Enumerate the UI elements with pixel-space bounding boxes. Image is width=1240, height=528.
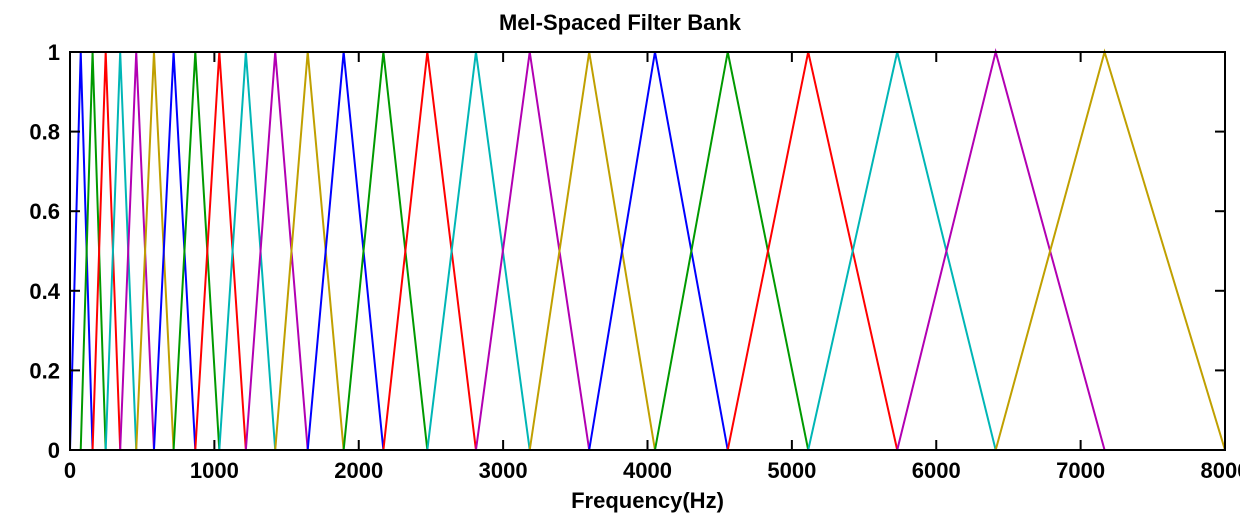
- mel-filter-22: [808, 52, 995, 450]
- mel-filter-14: [344, 52, 428, 450]
- y-tick-label: 0.4: [29, 279, 60, 304]
- mel-filter-15: [383, 52, 476, 450]
- mel-filter-5: [120, 52, 154, 450]
- mel-filterbank-figure: Mel-Spaced Filter Bank 01000200030004000…: [0, 0, 1240, 528]
- x-tick-label: 3000: [479, 458, 528, 483]
- y-tick-label: 1: [48, 40, 60, 65]
- y-axis: 0 0.2 0.4 0.6 0.8 1: [29, 40, 1225, 463]
- mel-filter-23: [897, 52, 1104, 450]
- mel-filter-12: [275, 52, 343, 450]
- x-tick-label: 5000: [767, 458, 816, 483]
- mel-filter-11: [246, 52, 308, 450]
- x-axis-label: Frequency(Hz): [571, 488, 724, 513]
- x-tick-label: 6000: [912, 458, 961, 483]
- mel-filter-7: [154, 52, 195, 450]
- x-axis: 0 1000 2000 3000 4000 5000 6000 7000 8000: [64, 52, 1240, 483]
- mel-filter-3: [93, 52, 121, 450]
- mel-filter-1: [70, 52, 93, 450]
- x-tick-label: 0: [64, 458, 76, 483]
- mel-filter-10: [219, 52, 275, 450]
- mel-filter-4: [106, 52, 137, 450]
- mel-filter-21: [728, 52, 897, 450]
- filterbank-lines: [70, 52, 1225, 450]
- mel-filter-2: [81, 52, 106, 450]
- x-tick-label: 2000: [334, 458, 383, 483]
- y-tick-label: 0.2: [29, 358, 60, 383]
- mel-filter-13: [308, 52, 384, 450]
- mel-filter-6: [136, 52, 173, 450]
- x-tick-label: 1000: [190, 458, 239, 483]
- mel-filter-19: [589, 52, 728, 450]
- mel-filter-9: [195, 52, 246, 450]
- x-tick-label: 4000: [623, 458, 672, 483]
- mel-filter-20: [655, 52, 808, 450]
- plot-svg: 0 1000 2000 3000 4000 5000 6000 7000 8000 0 0.2 0.4…: [0, 0, 1240, 528]
- x-tick-label: 8000: [1201, 458, 1240, 483]
- mel-filter-17: [476, 52, 589, 450]
- plot-border: [70, 52, 1225, 450]
- mel-filter-24: [996, 52, 1225, 450]
- mel-filter-16: [427, 52, 529, 450]
- mel-filter-18: [530, 52, 655, 450]
- y-tick-label: 0: [48, 438, 60, 463]
- mel-filter-8: [174, 52, 220, 450]
- x-tick-label: 7000: [1056, 458, 1105, 483]
- y-tick-label: 0.6: [29, 199, 60, 224]
- y-tick-label: 0.8: [29, 120, 60, 145]
